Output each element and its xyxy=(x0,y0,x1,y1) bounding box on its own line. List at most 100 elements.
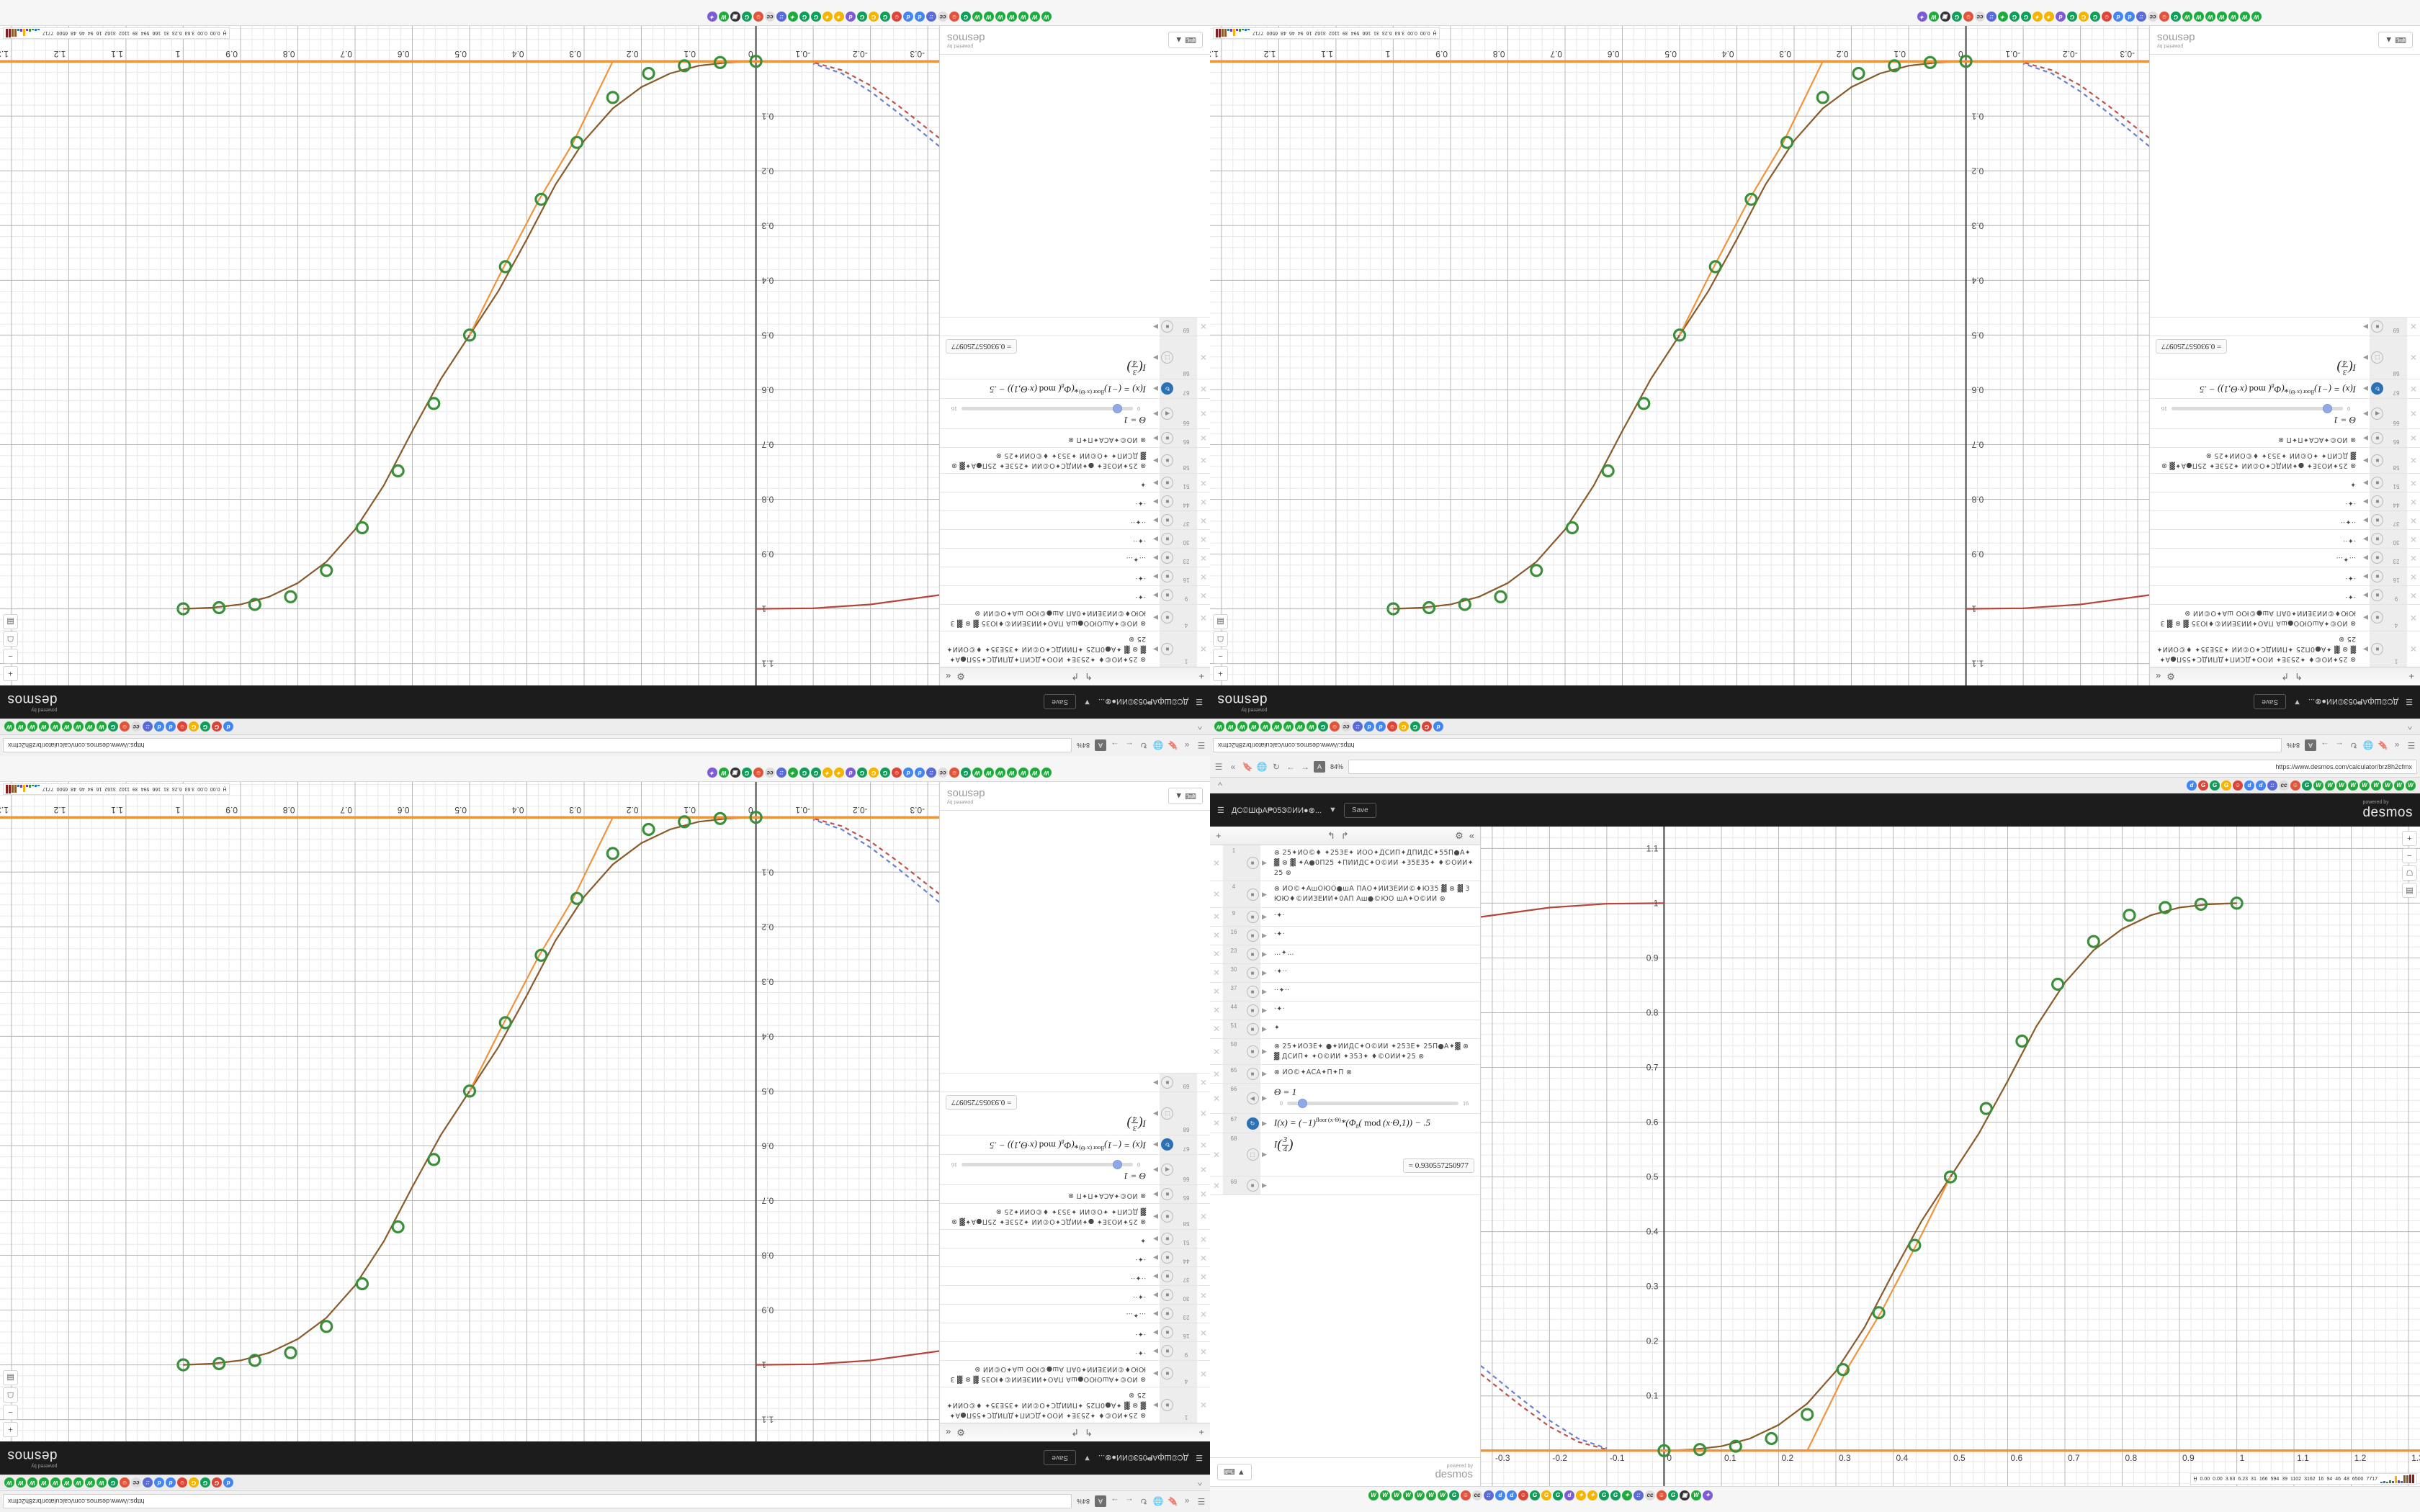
favicon[interactable]: :: xyxy=(143,1477,153,1488)
expression-swatch[interactable]: ■ xyxy=(1245,945,1260,963)
expression-swatch[interactable]: ■ xyxy=(1245,1176,1260,1195)
expand-chevron-icon[interactable]: ▶ xyxy=(1153,592,1158,600)
expression-content[interactable]: ··✦·· xyxy=(940,1267,1152,1285)
graph-canvas[interactable]: -0.3 -0.2 -0.1 0 0.1 0.2 0.3 0.4 0.5 0.6 0.7 0.8 0.9… xyxy=(1481,827,2420,1486)
expand-chevron-icon[interactable]: ▶ xyxy=(1262,1006,1267,1014)
slider-track[interactable] xyxy=(962,1159,1134,1169)
expand-chevron-icon[interactable]: ▶ xyxy=(2363,480,2368,487)
parameter-slider[interactable]: 0 16 xyxy=(1274,1098,1474,1110)
square-icon[interactable]: ■ xyxy=(1246,1045,1259,1058)
expression-row[interactable]: ✕ 16 ■ ▶ ·✦· xyxy=(1210,926,1480,945)
expand-chevron-icon[interactable]: ▶ xyxy=(2363,592,2368,600)
expand-chevron-icon[interactable]: ▶ xyxy=(1153,1141,1158,1149)
slider-knob[interactable] xyxy=(2323,403,2333,413)
expression-row[interactable]: ✕ 65 ■ ▶ ⊗ ИО©✦АСА✦П✦П ⊗ xyxy=(940,1184,1210,1203)
favicon[interactable]: W xyxy=(2336,780,2347,791)
gear-icon[interactable]: ⚙ xyxy=(956,671,965,683)
delete-expression-icon[interactable]: ✕ xyxy=(1212,1180,1221,1191)
forward-arrow-icon[interactable]: → xyxy=(2321,740,2329,751)
taskbar-icon[interactable]: ✦ xyxy=(834,12,844,22)
expression-row[interactable]: ✕ 30 ■ ▶ ·✦·· xyxy=(2150,529,2420,549)
bookmark-icon[interactable]: 🔖 xyxy=(1167,740,1178,751)
expression-row[interactable]: ✕ 58 ■ ▶ ⊗ 25✦ИО3Е✦ ●✦ИИДС✦О©ИИ ✦253Е✦ 25П●А… xyxy=(940,446,1210,474)
delete-expression-icon[interactable]: ✕ xyxy=(1212,889,1221,900)
favicon[interactable]: W xyxy=(2383,780,2393,791)
taskbar-icon[interactable]: G xyxy=(799,12,810,22)
favicon[interactable]: d xyxy=(1376,721,1386,732)
expand-chevron-icon[interactable]: ▶ xyxy=(1153,410,1158,418)
bookmark-favicons[interactable]: d G G G ☺ d d :: cc ☺ G W W W W W W W W … xyxy=(4,721,233,732)
delete-expression-icon[interactable]: ✕ xyxy=(2409,644,2418,654)
expression-content[interactable]: ✦ xyxy=(940,474,1152,492)
taskbar-icon[interactable]: d xyxy=(2056,12,2066,22)
chevron-double-left-icon[interactable]: « xyxy=(2394,740,2400,751)
expression-row[interactable]: ✕ 69 ■ ▶ xyxy=(2150,316,2420,336)
expand-chevron-icon[interactable]: ▶ xyxy=(1262,859,1267,867)
taskbar-icon[interactable]: G xyxy=(2021,12,2031,22)
expression-swatch[interactable]: ■ xyxy=(2370,428,2385,447)
expand-chevron-icon[interactable]: ▶ xyxy=(2363,385,2368,393)
taskbar-icon[interactable]: W xyxy=(1403,1490,1413,1500)
slider-min[interactable]: 0 xyxy=(1279,1100,1283,1107)
taskbar-icon[interactable]: cc xyxy=(938,768,948,778)
bookmark-favicons[interactable]: d G G G ☺ d d :: cc ☺ G W W W W W W W W … xyxy=(1214,721,1443,732)
keypad-button[interactable]: ▤ xyxy=(2402,883,2417,898)
favicon[interactable]: W xyxy=(1272,721,1282,732)
expression-row[interactable]: ✕ 58 ■ ▶ ⊗ 25✦ИО3Е✦ ●✦ИИДС✦О©ИИ ✦253Е✦ 25П●А… xyxy=(1210,1038,1480,1066)
favicon[interactable]: G xyxy=(2302,780,2312,791)
square-icon[interactable]: ■ xyxy=(1246,966,1259,979)
zoom-out-button[interactable]: − xyxy=(3,649,18,664)
expression-row[interactable]: ✕ 69 ■ ▶ xyxy=(940,1072,1210,1092)
favicon[interactable]: W xyxy=(97,721,107,732)
prev-arrow-icon[interactable]: ◀ xyxy=(1246,1092,1259,1105)
zoom-in-button[interactable]: + xyxy=(1213,666,1228,681)
expression-content[interactable]: ⊗ ИО©✦АшОЮО●шА ПАО✦ИИЗЕИИ©♦Ю35 ▓ ⊗ ▓ 3ЮЮ… xyxy=(2150,605,2362,631)
chevron-down-icon[interactable]: ▼ xyxy=(1329,806,1337,814)
delete-expression-icon[interactable]: ✕ xyxy=(1199,1233,1208,1244)
taskbar-icon[interactable]: G xyxy=(2079,12,2089,22)
expression-list[interactable]: ✕ 1 ■ ▶ ⊗ 25✦ИО©♦ ✦253Е✦ ИОО✦ДСИП✦ДПИДС✦55П●… xyxy=(940,55,1210,667)
graph-title[interactable]: ДС©ШфА₱05З©ИИ●⊗... xyxy=(1098,1453,1189,1462)
slider-track[interactable] xyxy=(1286,1099,1458,1109)
expression-swatch[interactable]: ■ xyxy=(1160,447,1175,474)
favicon[interactable]: W xyxy=(39,1477,49,1488)
taskbar-icon[interactable]: ✦ xyxy=(2033,12,2043,22)
slider-track[interactable] xyxy=(962,403,1134,413)
expand-chevron-icon[interactable]: ▶ xyxy=(1153,434,1158,442)
favicon[interactable]: :: xyxy=(1353,721,1363,732)
expression-row[interactable]: ✕ 69 ■ ▶ xyxy=(940,316,1210,336)
slider-knob[interactable] xyxy=(1113,1159,1123,1169)
favicon[interactable]: G xyxy=(1410,721,1420,732)
expression-swatch[interactable]: ⬚ xyxy=(1245,1133,1260,1176)
hide-toggle-icon[interactable]: ↻ xyxy=(1161,382,1174,395)
taskbar-icon[interactable]: ✦ xyxy=(1576,1490,1586,1500)
slider-max[interactable]: 16 xyxy=(951,1161,957,1168)
expand-chevron-icon[interactable]: ▶ xyxy=(2363,554,2368,562)
expression-row[interactable]: ✕ 66 ◀ ▶ Θ = 1 0 16 xyxy=(940,397,1210,428)
favicon[interactable]: d xyxy=(166,1477,176,1488)
expression-list[interactable]: ✕ 1 ■ ▶ ⊗ 25✦ИО©♦ ✦253Е✦ ИОО✦ДСИП✦ДПИДС✦55П●… xyxy=(940,811,1210,1423)
url-input[interactable]: https://www.desmos.com/calculator/brz8h2… xyxy=(1213,738,2282,753)
favicon[interactable]: cc xyxy=(1341,721,1351,732)
favicon[interactable]: W xyxy=(1226,721,1236,732)
expression-content[interactable]: ⊗ ИО©✦АшОЮО●шА ПАО✦ИИЗЕИИ©♦Ю35 ▓ ⊗ ▓ 3ЮЮ… xyxy=(940,605,1152,631)
taskbar-icon[interactable]: ✦ xyxy=(1622,1490,1632,1500)
delete-expression-icon[interactable]: ✕ xyxy=(1199,477,1208,488)
desmos-logo[interactable]: powered by desmos xyxy=(7,692,58,711)
expression-row[interactable]: ✕ 65 ■ ▶ ⊗ ИО©✦АСА✦П✦П ⊗ xyxy=(1210,1065,1480,1084)
expression-content[interactable]: ·✦·· xyxy=(1268,964,1480,982)
expression-content[interactable]: ⊗ 25✦ИО3Е✦ ●✦ИИДС✦О©ИИ ✦253Е✦ 25П●А✦▓ ⊗ … xyxy=(940,448,1152,474)
expression-content[interactable]: ⊗ 25✦ИО©♦ ✦253Е✦ ИОО✦ДСИП✦ДПИДС✦55П●А✦ ▓… xyxy=(1268,845,1480,881)
taskbar-icon[interactable]: W xyxy=(984,12,994,22)
expand-chevron-icon[interactable]: ▶ xyxy=(2363,517,2368,525)
bookmark-icon[interactable]: 🔖 xyxy=(1167,1496,1178,1507)
square-icon[interactable]: ■ xyxy=(2371,431,2384,444)
favicon[interactable]: W xyxy=(1260,721,1270,732)
taskbar-icon[interactable]: W xyxy=(1415,1490,1425,1500)
delete-expression-icon[interactable]: ✕ xyxy=(1212,986,1221,997)
chevron-down-icon[interactable]: ▼ xyxy=(1083,1454,1091,1462)
taskbar-icon[interactable]: ▣ xyxy=(1680,1490,1690,1500)
parameter-slider[interactable]: 0 16 xyxy=(2156,402,2356,414)
expression-row[interactable]: ✕ 37 ■ ▶ ··✦·· xyxy=(1210,982,1480,1002)
taskbar-icon[interactable]: G xyxy=(857,12,867,22)
